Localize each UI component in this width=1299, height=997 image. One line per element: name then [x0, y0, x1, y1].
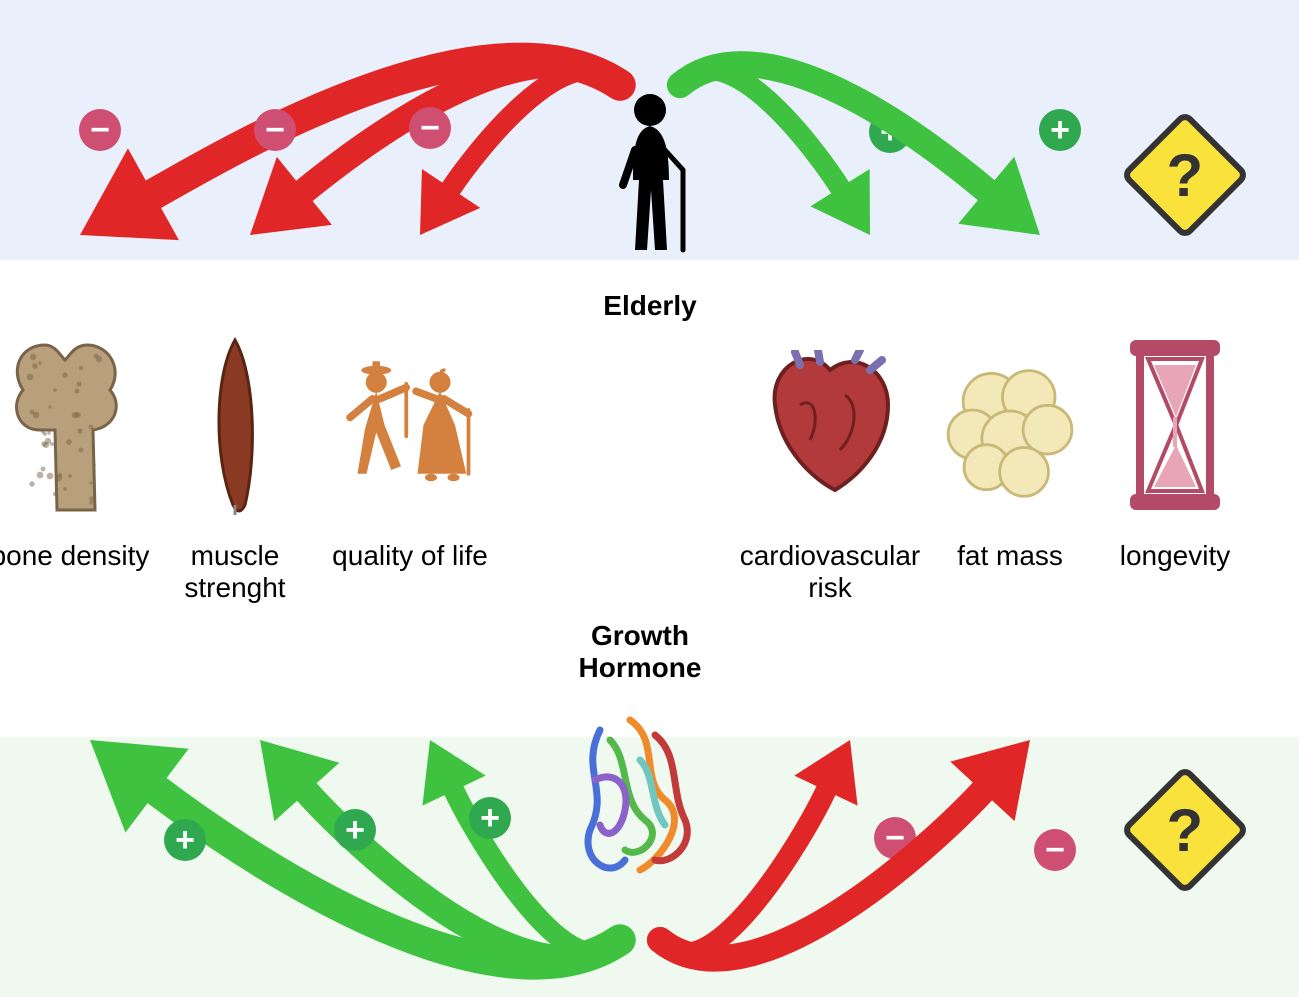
minus-badge: −: [1034, 829, 1076, 871]
question-icon: ?: [1167, 796, 1204, 865]
question-icon: ?: [1167, 141, 1204, 210]
minus-icon: −: [1045, 833, 1065, 867]
